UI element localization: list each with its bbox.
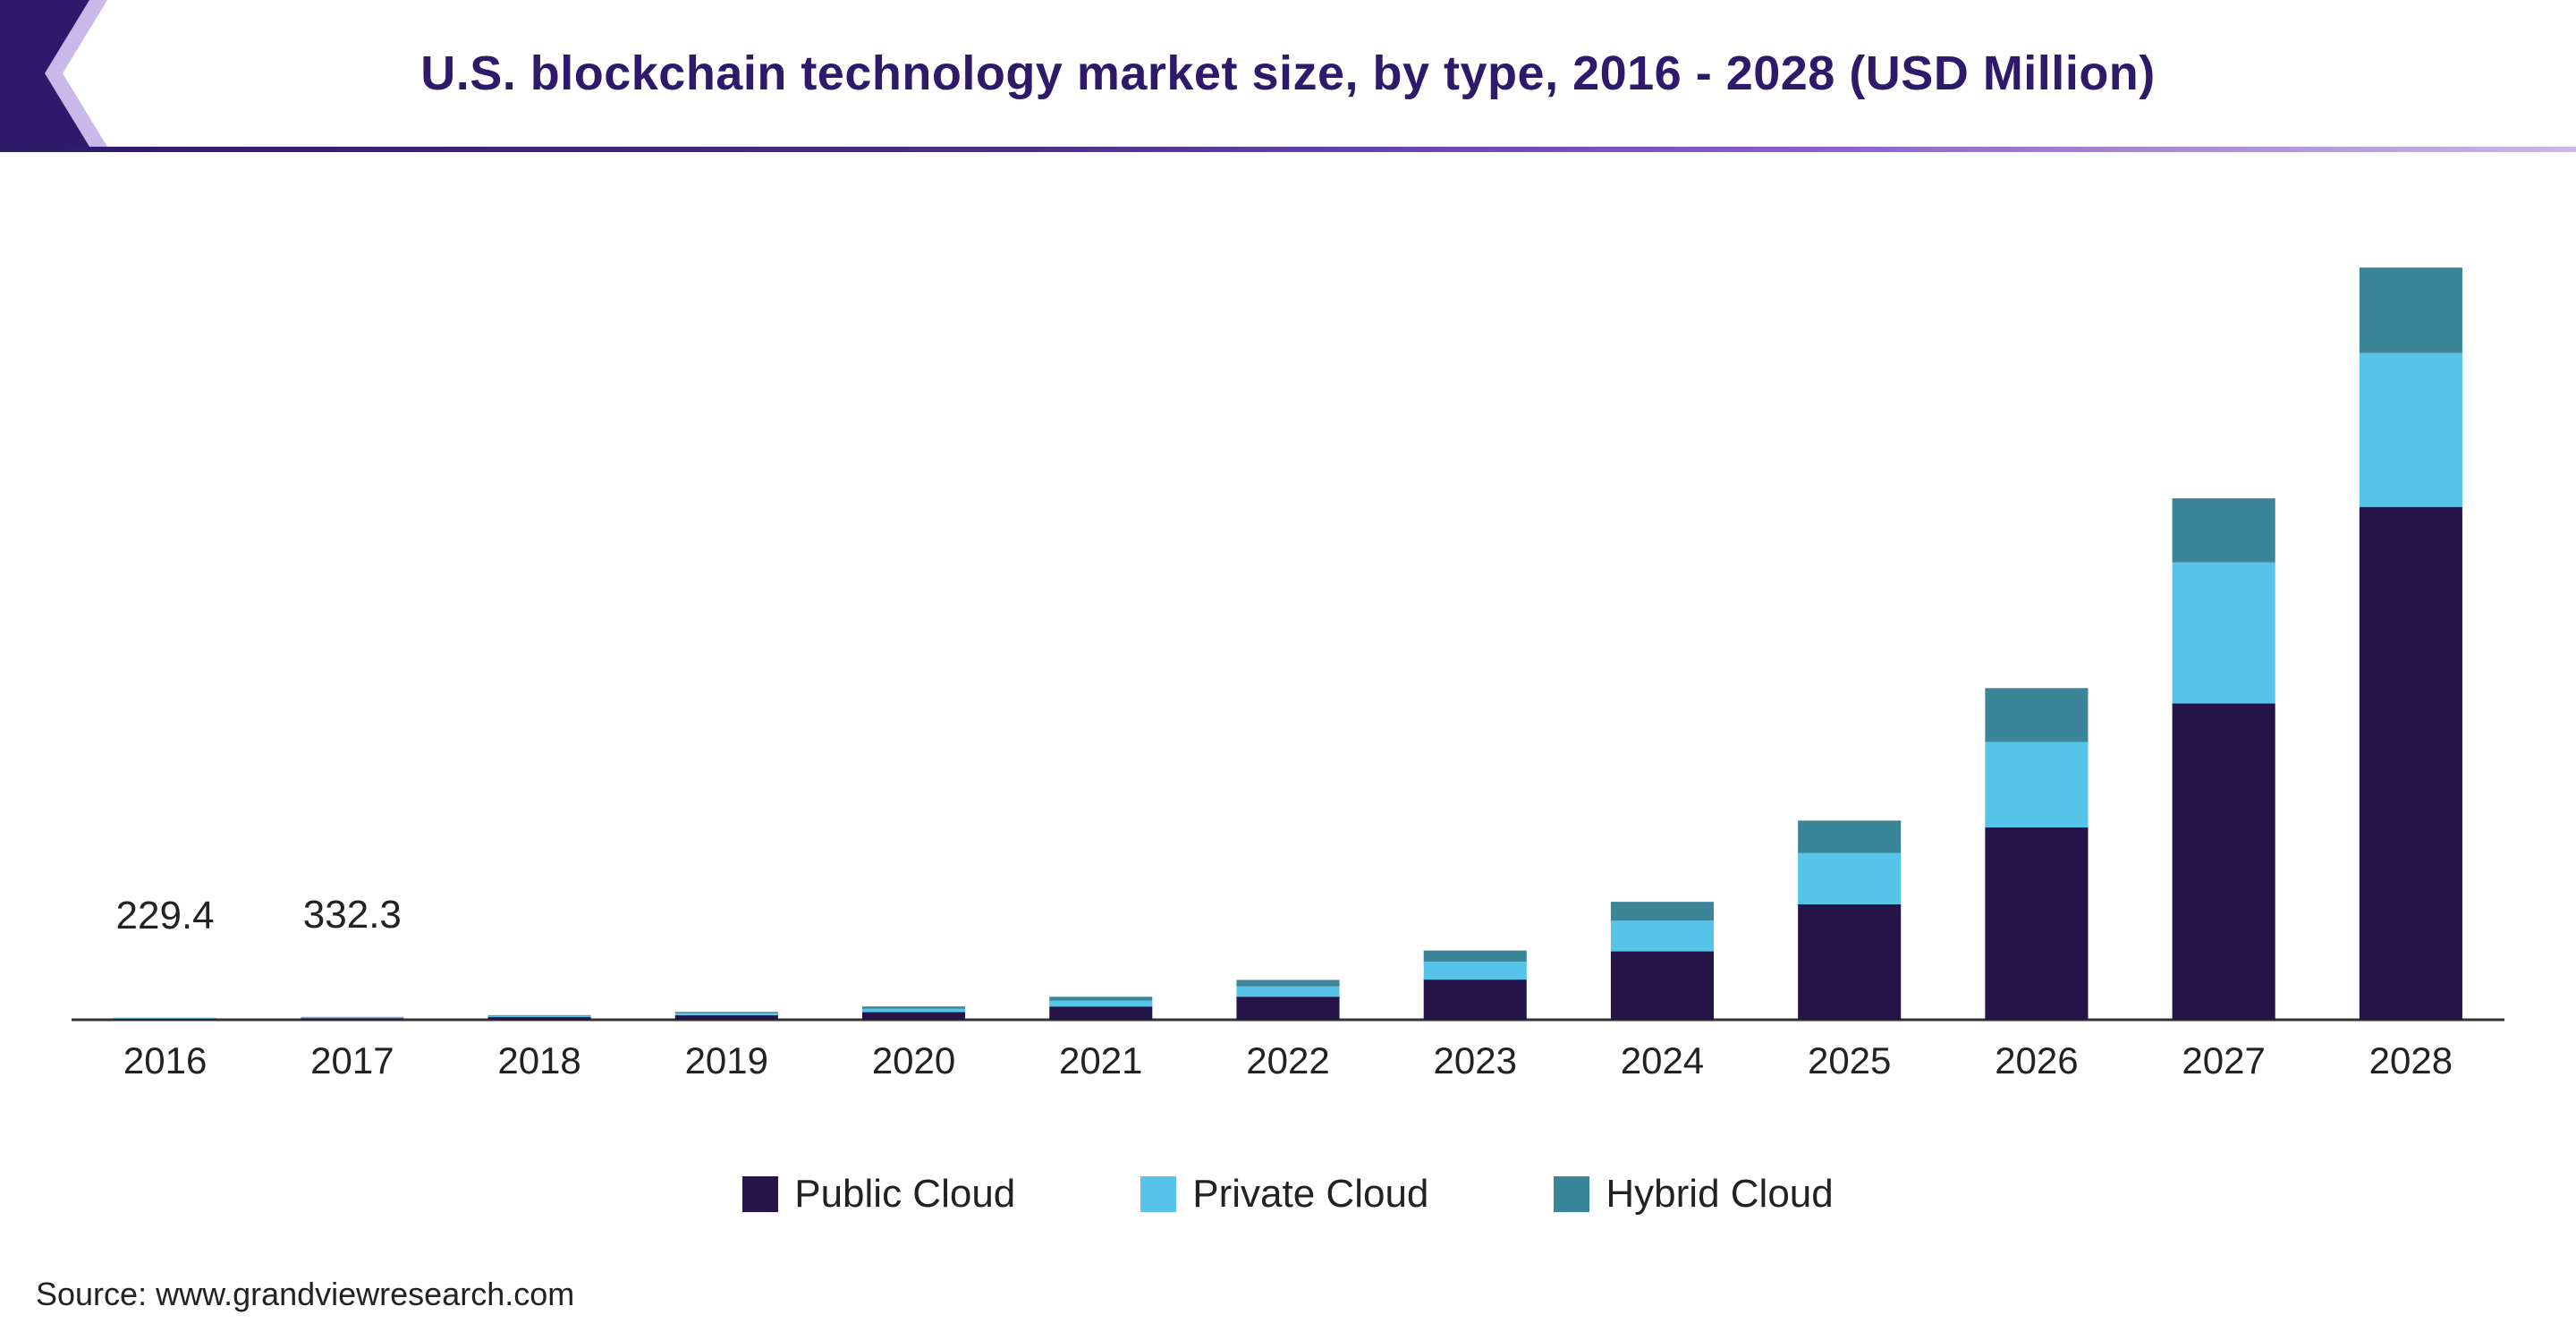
x-tick-label: 2025 bbox=[1808, 1039, 1891, 1081]
title-underline bbox=[0, 147, 2576, 152]
bar-segment bbox=[1611, 952, 1714, 1020]
bar-segment bbox=[301, 1017, 403, 1018]
x-tick-label: 2022 bbox=[1246, 1039, 1329, 1081]
bar-segment bbox=[2173, 498, 2275, 563]
bar-segment bbox=[2173, 563, 2275, 704]
title-band: U.S. blockchain technology market size, … bbox=[0, 0, 2576, 152]
bar-segment bbox=[301, 1018, 403, 1020]
bar-segment bbox=[1798, 820, 1901, 852]
legend-item: Public Cloud bbox=[742, 1172, 1015, 1217]
legend-swatch bbox=[1140, 1176, 1176, 1212]
bar-segment bbox=[1049, 1006, 1152, 1020]
legend-item: Private Cloud bbox=[1140, 1172, 1428, 1217]
legend-label: Hybrid Cloud bbox=[1606, 1172, 1833, 1217]
x-tick-label: 2028 bbox=[2369, 1039, 2453, 1081]
bar-segment bbox=[1049, 1001, 1152, 1007]
legend-swatch bbox=[1554, 1176, 1589, 1212]
x-tick-label: 2026 bbox=[1995, 1039, 2078, 1081]
bar-segment bbox=[675, 1015, 778, 1020]
legend-label: Public Cloud bbox=[794, 1172, 1015, 1217]
bar-segment bbox=[1236, 987, 1339, 997]
x-tick-label: 2017 bbox=[310, 1039, 394, 1081]
bar-segment bbox=[1611, 920, 1714, 951]
bar-segment bbox=[1611, 902, 1714, 920]
bar-segment bbox=[1985, 742, 2088, 827]
bar-segment bbox=[114, 1019, 216, 1020]
bar-segment bbox=[1798, 853, 1901, 904]
bar-segment bbox=[675, 1012, 778, 1013]
bar-segment bbox=[2173, 703, 2275, 1020]
legend-item: Hybrid Cloud bbox=[1554, 1172, 1833, 1217]
bar-segment bbox=[1236, 997, 1339, 1020]
data-label: 229.4 bbox=[116, 894, 215, 937]
x-tick-label: 2023 bbox=[1434, 1039, 1517, 1081]
legend-label: Private Cloud bbox=[1192, 1172, 1428, 1217]
bar-segment bbox=[1985, 827, 2088, 1020]
bar-segment bbox=[862, 1012, 965, 1020]
bar-segment bbox=[488, 1016, 591, 1017]
bar-segment bbox=[114, 1018, 216, 1019]
legend: Public Cloud Private Cloud Hybrid Cloud bbox=[0, 1172, 2576, 1217]
bar-segment bbox=[1049, 997, 1152, 1000]
x-tick-label: 2024 bbox=[1621, 1039, 1704, 1081]
bar-segment bbox=[2360, 353, 2462, 507]
bar-segment bbox=[2360, 507, 2462, 1020]
bar-segment bbox=[1985, 688, 2088, 742]
bar-segment bbox=[1424, 962, 1527, 980]
bar-segment bbox=[1236, 980, 1339, 986]
x-tick-label: 2019 bbox=[685, 1039, 768, 1081]
x-tick-label: 2027 bbox=[2182, 1039, 2265, 1081]
bar-segment bbox=[1798, 904, 1901, 1020]
source-text: Source: www.grandviewresearch.com bbox=[36, 1276, 574, 1313]
bar-segment bbox=[2360, 267, 2462, 353]
bar-segment bbox=[488, 1017, 591, 1020]
bar-segment bbox=[1424, 951, 1527, 962]
bar-segment bbox=[862, 1009, 965, 1013]
bar-segment bbox=[488, 1015, 591, 1016]
data-label: 332.3 bbox=[303, 893, 402, 937]
x-tick-label: 2016 bbox=[123, 1039, 207, 1081]
bar-segment bbox=[675, 1013, 778, 1015]
bar-segment bbox=[862, 1006, 965, 1008]
chart-title: U.S. blockchain technology market size, … bbox=[0, 0, 2576, 147]
x-tick-label: 2021 bbox=[1059, 1039, 1142, 1081]
legend-swatch bbox=[742, 1176, 778, 1212]
x-tick-label: 2020 bbox=[872, 1039, 955, 1081]
stacked-bar-chart: 2016 2017 2018 2019 2020 2021 2022 2023 2024 2025… bbox=[54, 242, 2522, 1100]
chart-area: 2016 2017 2018 2019 2020 2021 2022 2023 2024 2025… bbox=[54, 242, 2522, 1100]
x-tick-label: 2018 bbox=[497, 1039, 580, 1081]
bar-segment bbox=[1424, 980, 1527, 1020]
